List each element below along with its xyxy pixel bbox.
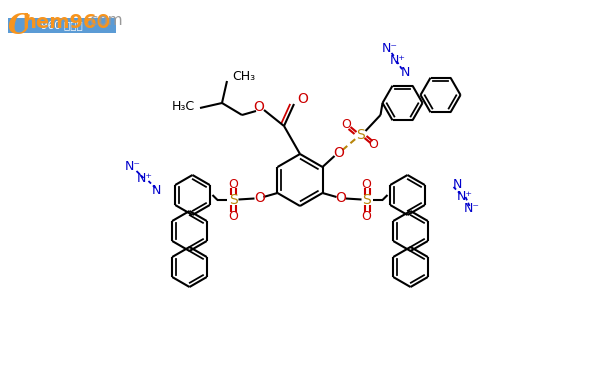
Text: N: N [453,178,462,192]
Text: O: O [298,92,309,106]
Text: S: S [229,193,238,207]
Text: N⁻: N⁻ [382,42,397,56]
Text: O: O [229,210,238,222]
Text: O: O [253,100,264,114]
Text: C: C [8,13,30,40]
Text: N⁺: N⁺ [137,172,152,186]
Text: N⁻: N⁻ [125,160,140,174]
Text: O: O [335,191,346,205]
Text: O: O [254,191,265,205]
Text: N: N [401,66,410,80]
Text: O: O [362,177,371,190]
Text: O: O [333,146,344,160]
Text: H₃C: H₃C [171,99,195,112]
Text: N⁺: N⁺ [390,54,405,68]
Text: O: O [342,118,352,132]
Text: N: N [152,184,161,198]
Text: O: O [362,210,371,222]
Text: CH₃: CH₃ [232,70,255,84]
Text: S: S [356,128,365,142]
FancyBboxPatch shape [8,18,116,33]
Text: O: O [229,177,238,190]
Text: O: O [368,138,379,152]
Text: N⁺: N⁺ [457,190,473,204]
Text: .com: .com [85,13,123,28]
Text: 960 化工网: 960 化工网 [41,21,83,30]
Text: S: S [362,193,371,207]
Text: N⁻: N⁻ [463,202,480,216]
Text: hem960: hem960 [22,13,110,32]
